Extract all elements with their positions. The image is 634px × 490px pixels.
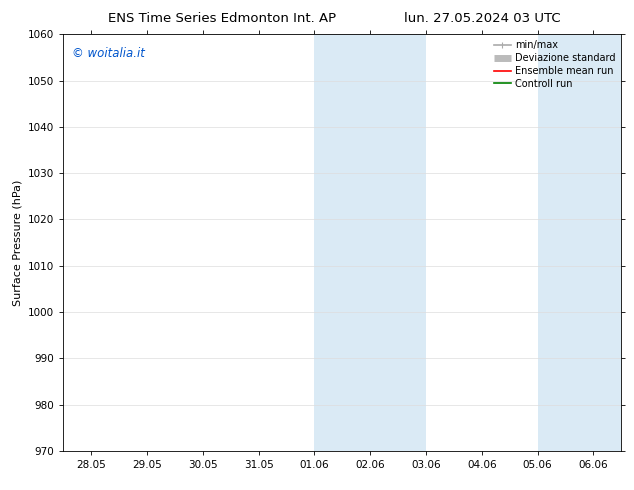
Text: © woitalia.it: © woitalia.it: [72, 47, 145, 60]
Bar: [314, 34, 426, 451]
Legend: min/max, Deviazione standard, Ensemble mean run, Controll run: min/max, Deviazione standard, Ensemble m…: [489, 36, 619, 93]
Text: lun. 27.05.2024 03 UTC: lun. 27.05.2024 03 UTC: [403, 12, 560, 25]
Bar: [538, 34, 621, 451]
Y-axis label: Surface Pressure (hPa): Surface Pressure (hPa): [13, 179, 23, 306]
Text: ENS Time Series Edmonton Int. AP: ENS Time Series Edmonton Int. AP: [108, 12, 336, 25]
